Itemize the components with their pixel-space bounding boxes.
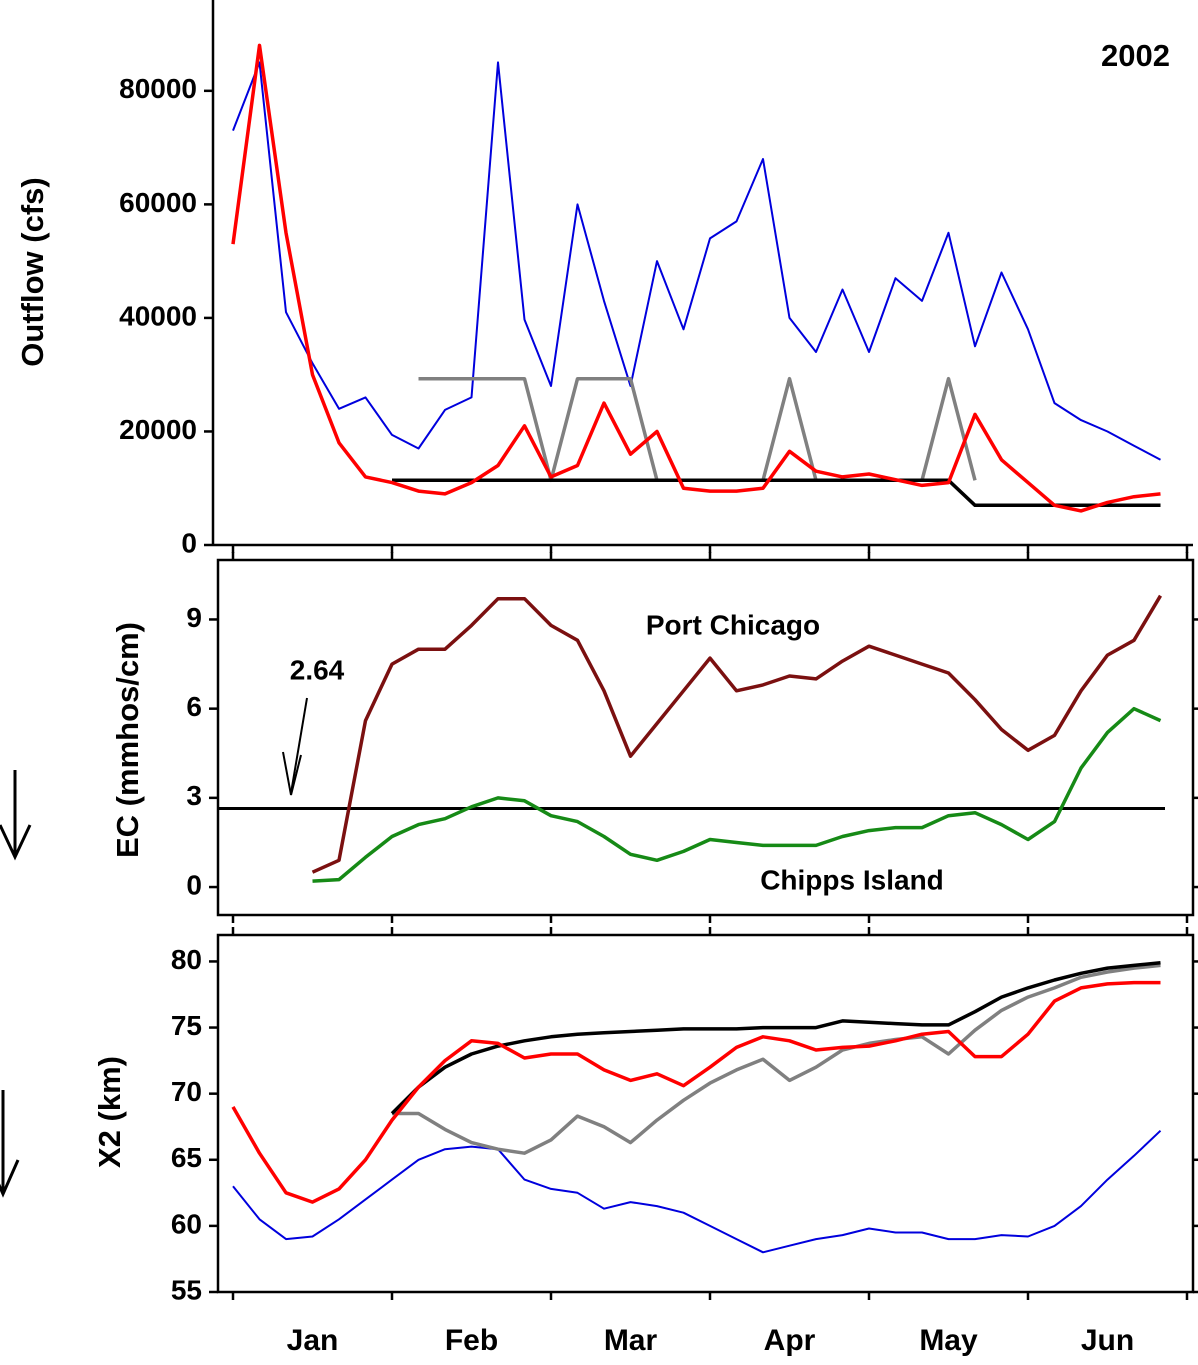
y-tick-label: 9 — [186, 602, 202, 633]
y-tick-label: 60000 — [119, 187, 197, 218]
threshold-label: 2.64 — [290, 654, 345, 685]
series-line — [232, 1129, 1162, 1254]
x-tick-label: Feb — [445, 1324, 498, 1357]
series-line — [418, 376, 977, 483]
y-tick-label: 0 — [181, 527, 197, 558]
y-axis-label: EC (mmhos/cm) — [110, 622, 145, 858]
y-tick-label: 65 — [171, 1142, 202, 1173]
x-tick-label: Jan — [287, 1324, 339, 1357]
annotation-arrow-head — [282, 751, 302, 796]
y-tick-label: 75 — [171, 1010, 202, 1041]
y-tick-label: 20000 — [119, 414, 197, 445]
x-tick-label: Jun — [1081, 1324, 1134, 1357]
series-line — [312, 706, 1162, 883]
arrow-head — [0, 1159, 20, 1198]
y-axis-label: X2 (km) — [92, 1056, 127, 1168]
y-tick-label: 40000 — [119, 300, 197, 331]
chart-title: 2002 — [1101, 38, 1170, 73]
series-line — [311, 594, 1163, 874]
series-line — [231, 43, 1161, 513]
y-tick-label: 60 — [171, 1208, 202, 1239]
x-tick-label: May — [919, 1324, 978, 1357]
plot-frame — [216, 933, 1195, 1294]
series-line — [392, 478, 1161, 508]
y-tick-label: 0 — [186, 869, 202, 900]
series-label: Port Chicago — [646, 609, 820, 640]
y-tick-label: 70 — [171, 1076, 202, 1107]
series-line — [390, 961, 1161, 1115]
x-tick-label: Mar — [604, 1324, 658, 1357]
arrow-head — [0, 824, 32, 861]
plot-frame — [216, 558, 1195, 917]
y-tick-label: 6 — [186, 691, 202, 722]
series-line — [231, 980, 1161, 1204]
series-line — [392, 963, 1161, 1155]
edge-arrows — [0, 770, 32, 1198]
annotation-arrow — [290, 697, 308, 794]
series-line — [232, 61, 1161, 461]
x-tick-label: Apr — [764, 1324, 816, 1357]
y-tick-label: 55 — [171, 1274, 202, 1305]
y-axis-label: Outflow (cfs) — [15, 177, 50, 366]
y-tick-label: 80000 — [119, 73, 197, 104]
series-label: Chipps Island — [760, 864, 944, 895]
y-tick-label: 80 — [171, 944, 202, 975]
y-tick-label: 3 — [186, 780, 202, 811]
